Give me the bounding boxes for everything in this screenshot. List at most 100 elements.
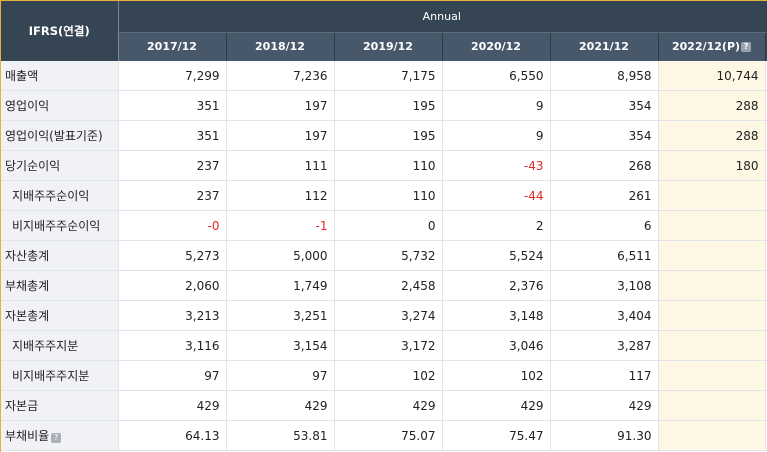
value-cell: 3,116 [118,330,227,361]
value-cell: -0 [118,210,227,241]
row-label-text: 비지배주주지분 [12,369,90,383]
value-cell: 5,273 [118,240,227,271]
value-cell: 8,958 [550,61,659,91]
value-cell: 2,458 [334,270,443,301]
year-label: 2022/12(P) [671,40,741,54]
value-cell: 9 [442,120,551,151]
help-icon[interactable]: ? [51,433,62,443]
row-edge [765,330,767,361]
value-cell: 3,108 [550,270,659,301]
value-cell: 5,000 [226,240,335,271]
value-cell: 3,213 [118,300,227,331]
value-cell: 288 [658,90,766,121]
value-cell: 53.81 [226,420,335,451]
value-cell: 102 [442,360,551,391]
row-edge [765,180,767,211]
row-label: 자본금 [1,390,119,421]
year-label: 2017/12 [147,40,197,54]
row-label: 매출액 [1,61,119,91]
value-cell: 112 [226,180,335,211]
row-label-text: 지배주주순이익 [12,189,90,203]
value-cell: 3,274 [334,300,443,331]
table-row: 지배주주지분 3,116 3,154 3,172 3,046 3,287 [1,330,767,361]
row-label: 자산총계 [1,240,119,271]
table-row: 부채비율? 64.13 53.81 75.07 75.47 91.30 [1,420,767,451]
value-cell: 2,060 [118,270,227,301]
value-cell: 288 [658,120,766,151]
row-label-text: 자본금 [5,399,39,413]
value-cell [658,210,766,241]
value-cell: 180 [658,150,766,181]
value-cell: 2 [442,210,551,241]
value-cell: 110 [334,180,443,211]
value-cell: 9 [442,90,551,121]
value-cell [658,390,766,421]
value-cell: 2,376 [442,270,551,301]
year-label: 2021/12 [579,40,629,54]
row-edge [765,300,767,331]
value-cell: 197 [226,120,335,151]
year-label: 2018/12 [255,40,305,54]
value-cell: 429 [118,390,227,421]
value-cell: 429 [226,390,335,421]
value-cell: 3,046 [442,330,551,361]
row-label-text: 당기순이익 [5,159,61,173]
row-label-text: 지배주주지분 [12,339,79,353]
value-cell: 6 [550,210,659,241]
value-cell: 117 [550,360,659,391]
value-cell: 354 [550,120,659,151]
value-cell: 7,299 [118,61,227,91]
table-row: 당기순이익 237 111 110 -43 268 180 [1,150,767,181]
value-cell: 111 [226,150,335,181]
year-label: 2020/12 [471,40,521,54]
row-label: 부채총계 [1,270,119,301]
row-edge [765,61,767,91]
value-cell: 5,524 [442,240,551,271]
value-cell: 75.47 [442,420,551,451]
row-edge [765,240,767,271]
row-edge [765,360,767,391]
year-header-2: 2019/12 [334,32,443,61]
row-label: 비지배주주순이익 [1,210,119,241]
year-header-4: 2021/12 [550,32,659,61]
year-header-3: 2020/12 [442,32,551,61]
row-edge [765,150,767,181]
value-cell: 429 [550,390,659,421]
ifrs-header: IFRS(연결) [1,1,119,61]
row-label: 비지배주주지분 [1,360,119,391]
value-cell: 97 [226,360,335,391]
value-cell: 91.30 [550,420,659,451]
table-row: 영업이익 351 197 195 9 354 288 [1,90,767,121]
table-row: 영업이익(발표기준) 351 197 195 9 354 288 [1,120,767,151]
row-label: 지배주주순이익 [1,180,119,211]
table-row: 매출액 7,299 7,236 7,175 6,550 8,958 10,744 [1,61,767,91]
row-label: 영업이익 [1,90,119,121]
table-row: 부채총계 2,060 1,749 2,458 2,376 3,108 [1,270,767,301]
value-cell: 97 [118,360,227,391]
value-cell: 3,287 [550,330,659,361]
value-cell: 3,404 [550,300,659,331]
row-label-text: 매출액 [5,69,39,83]
value-cell [658,180,766,211]
annual-header: Annual [118,1,766,33]
value-cell: 3,154 [226,330,335,361]
table-row: 자본총계 3,213 3,251 3,274 3,148 3,404 [1,300,767,331]
row-edge [765,270,767,301]
value-cell: 268 [550,150,659,181]
row-label-text: 자본총계 [5,309,50,323]
value-cell [658,330,766,361]
header-edge [765,1,767,61]
row-label: 자본총계 [1,300,119,331]
year-header-0: 2017/12 [118,32,227,61]
value-cell: 6,511 [550,240,659,271]
value-cell [658,270,766,301]
row-edge [765,90,767,121]
row-label-text: 영업이익(발표기준) [5,129,103,143]
value-cell [658,420,766,451]
row-label: 당기순이익 [1,150,119,181]
value-cell: 237 [118,150,227,181]
row-label-text: 부채비율 [5,429,50,443]
help-icon[interactable]: ? [741,42,752,53]
